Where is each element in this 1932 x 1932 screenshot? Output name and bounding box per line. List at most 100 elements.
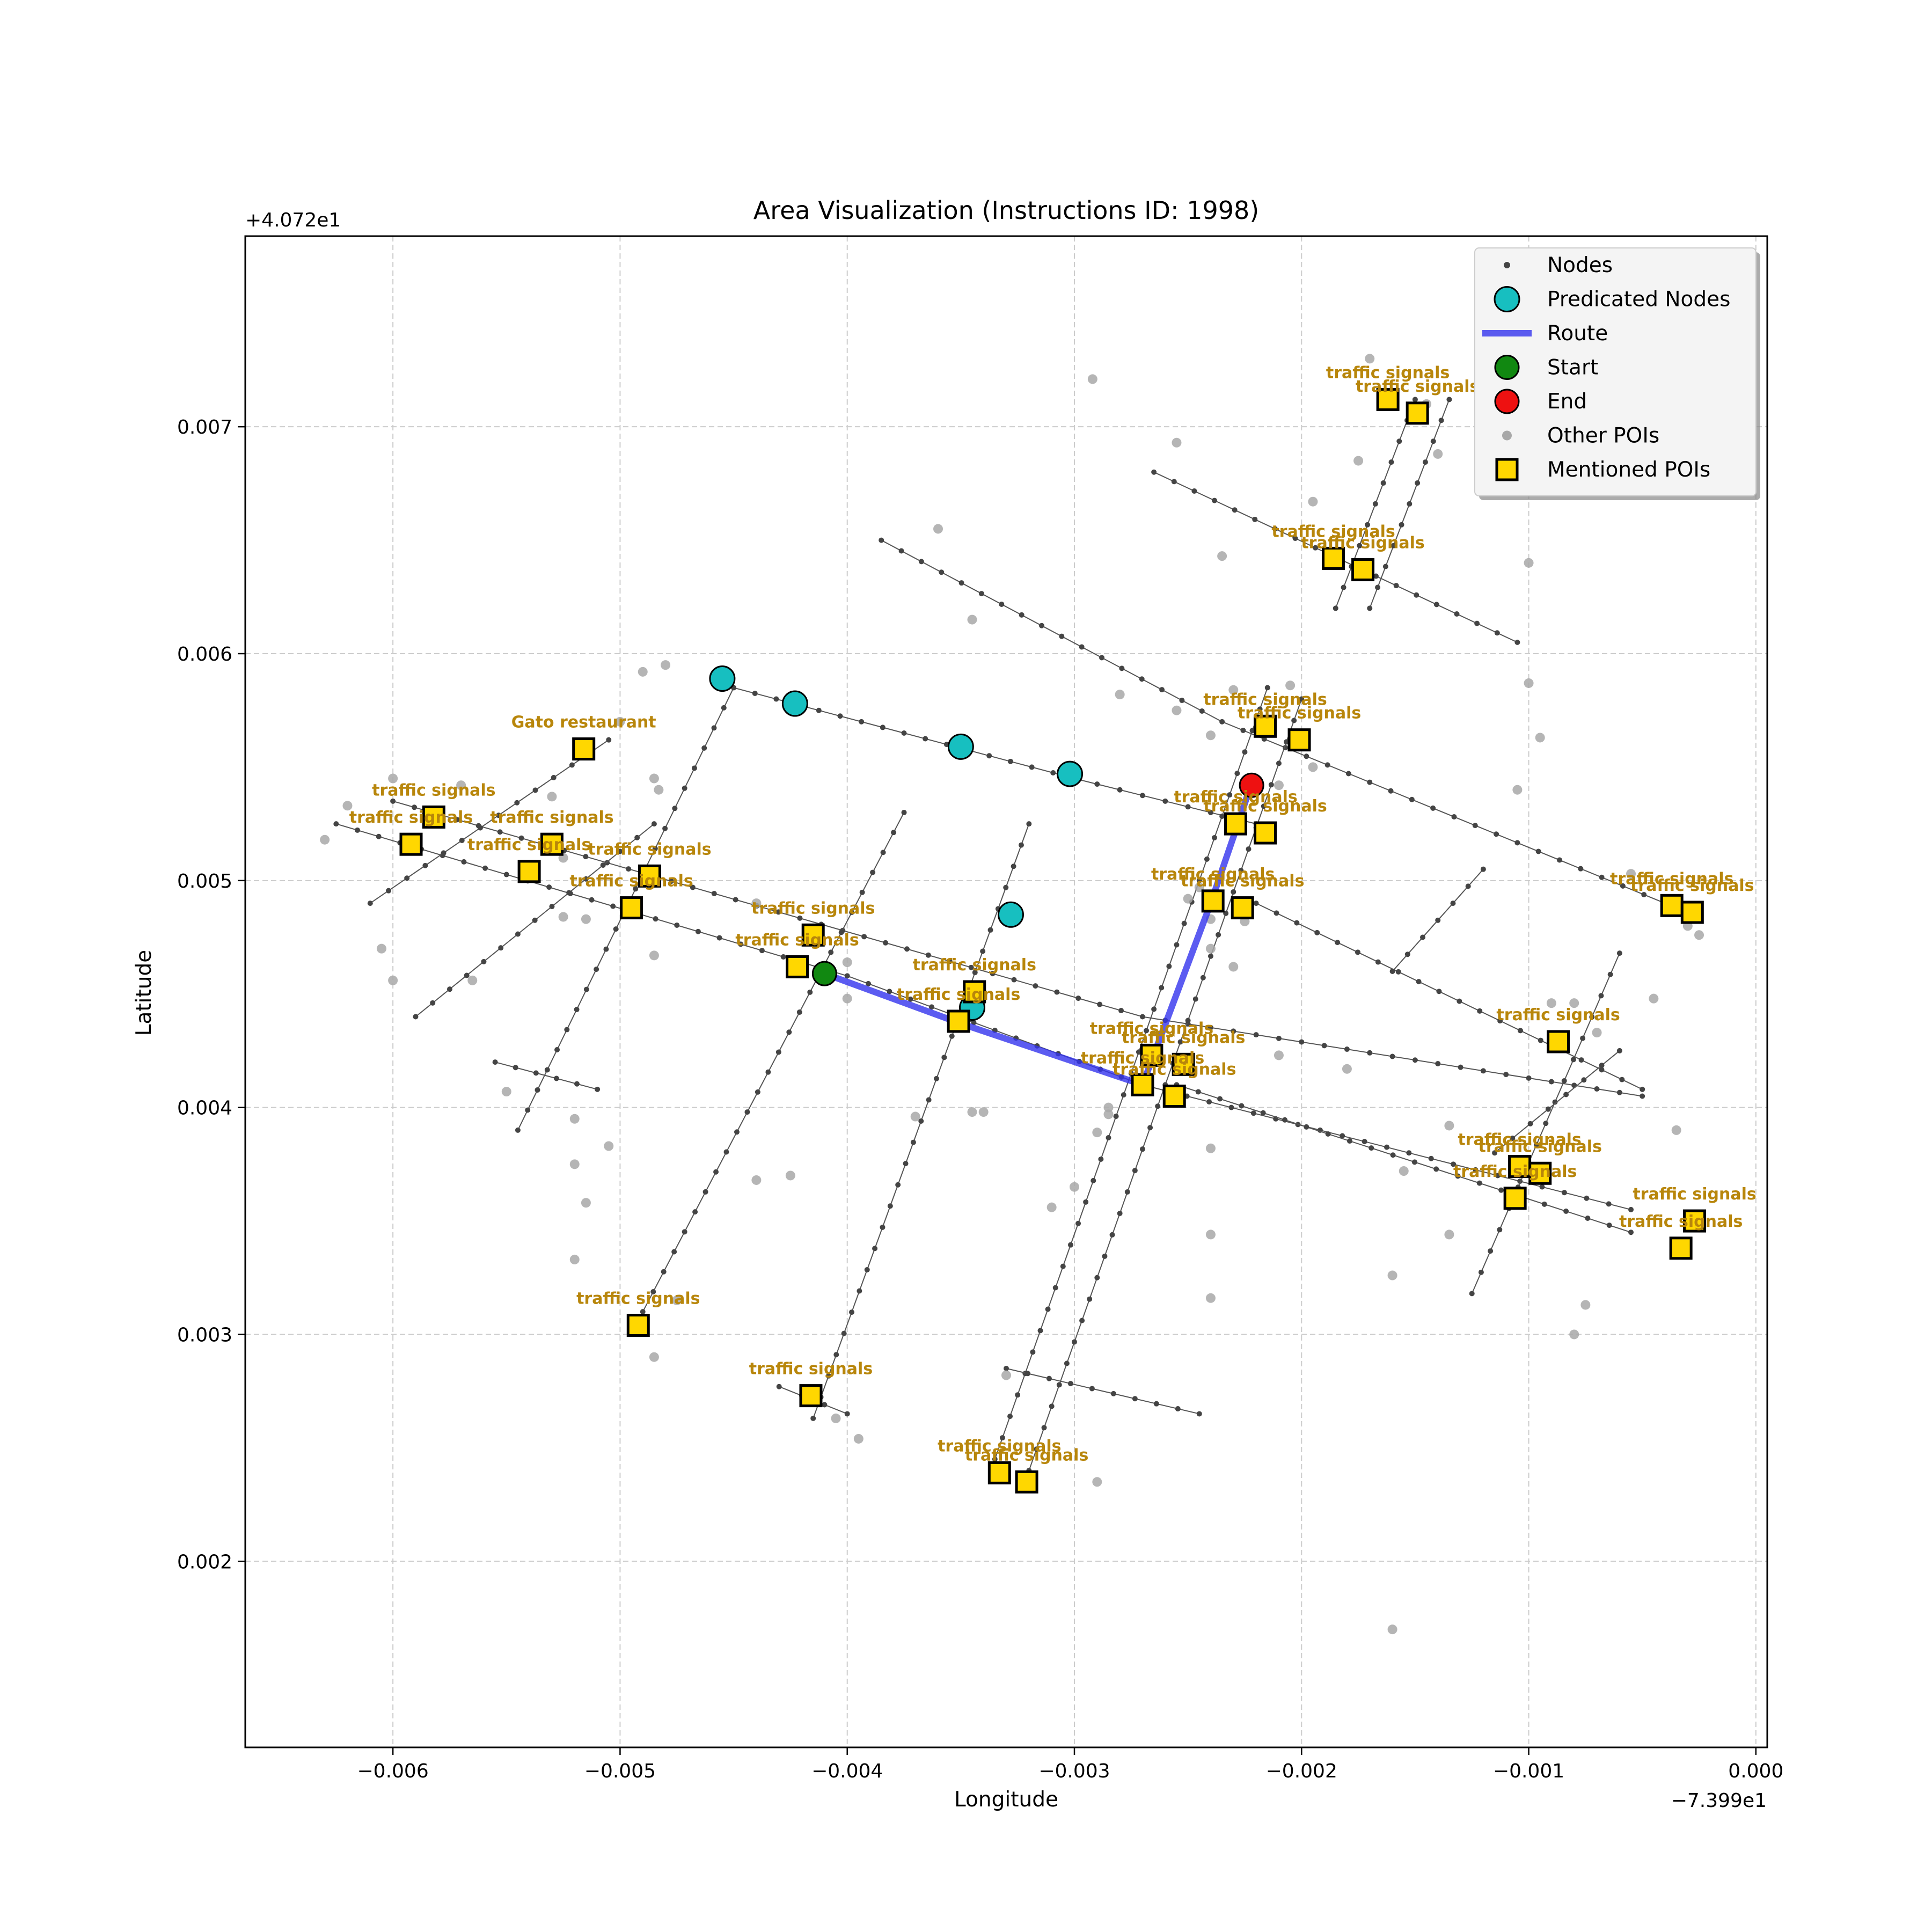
road-node: [1480, 1068, 1486, 1074]
other-poi: [1001, 1370, 1011, 1380]
other-poi: [1115, 690, 1125, 700]
road-node: [1094, 781, 1100, 787]
road-node: [1616, 1089, 1622, 1095]
road-node: [1239, 1103, 1245, 1109]
mentioned-poi-label: traffic signals: [1203, 690, 1327, 709]
road-node: [1517, 1028, 1523, 1034]
road-node: [1472, 823, 1478, 829]
road-node: [765, 1069, 771, 1075]
road-node: [569, 762, 575, 768]
road-node: [1341, 584, 1346, 590]
road-node: [549, 904, 555, 910]
road-node: [481, 958, 487, 964]
road-node: [634, 835, 640, 840]
mentioned-poi-marker: [1683, 1209, 1707, 1233]
road-node: [595, 1086, 601, 1092]
other-poi: [1172, 437, 1182, 448]
road-node: [880, 1224, 885, 1230]
road-node: [1433, 1166, 1439, 1172]
road-node: [1578, 866, 1584, 872]
road-node: [1117, 787, 1123, 793]
road-node: [412, 804, 418, 810]
road-node: [671, 1249, 677, 1255]
other-poi: [842, 993, 852, 1004]
mentioned-poi-label: traffic signals: [1090, 1019, 1213, 1038]
mentioned-poi-marker: [801, 923, 825, 947]
road-node: [1159, 687, 1165, 693]
road-node: [551, 774, 557, 780]
road-node: [1272, 526, 1278, 532]
road-node: [1435, 1060, 1441, 1066]
road-node: [1102, 1253, 1108, 1259]
road-node: [1007, 758, 1013, 764]
road-node: [828, 949, 834, 955]
road-node: [1212, 835, 1218, 840]
other-poi: [1285, 680, 1296, 691]
mentioned-poi-label: traffic signals: [1238, 704, 1361, 723]
road-node: [1181, 920, 1187, 926]
mentioned-poi-label: traffic signals: [913, 956, 1036, 975]
road-node: [1628, 1230, 1634, 1235]
x-tick-label: −0.004: [811, 1760, 883, 1782]
other-poi: [342, 801, 353, 811]
road-node: [870, 869, 876, 875]
road-node: [617, 848, 623, 854]
road-node: [1132, 1396, 1138, 1402]
road-node: [744, 1109, 750, 1115]
other-poi: [1205, 1293, 1216, 1303]
road-node: [986, 753, 992, 759]
road-node: [1409, 796, 1415, 802]
road-node: [883, 940, 889, 946]
road-node: [1175, 1406, 1181, 1412]
road-node: [1454, 611, 1460, 617]
other-poi: [1444, 1121, 1454, 1131]
road-node: [1246, 846, 1252, 852]
road-node: [1503, 1072, 1509, 1078]
other-poi: [1087, 374, 1097, 384]
other-poi: [831, 1413, 841, 1423]
road-node: [1004, 1365, 1009, 1371]
road-node: [574, 1081, 580, 1087]
road-node: [1091, 1177, 1096, 1183]
road-node: [1219, 719, 1225, 724]
road-node: [515, 1127, 521, 1133]
road-node: [464, 972, 470, 978]
other-poi: [1512, 785, 1523, 795]
road-node: [1640, 1086, 1645, 1092]
mentioned-poi-marker: [1172, 1052, 1195, 1076]
road-node: [901, 730, 907, 736]
legend-label: Mentioned POIs: [1547, 458, 1710, 482]
mentioned-poi-marker: [626, 1314, 650, 1337]
road-node: [1457, 998, 1462, 1004]
road-node: [1514, 840, 1520, 846]
road-node: [838, 930, 844, 935]
road-node: [1563, 1208, 1569, 1214]
road-node: [990, 971, 996, 977]
road-node: [1438, 418, 1444, 423]
road-node: [1495, 1173, 1501, 1179]
road-node: [668, 879, 674, 884]
mentioned-poi-label: traffic signals: [1113, 1060, 1236, 1079]
road-node: [498, 945, 504, 951]
road-node: [1473, 1167, 1479, 1173]
x-tick-label: −0.006: [357, 1760, 429, 1782]
mentioned-poi-marker: [517, 860, 541, 883]
other-poi: [1228, 685, 1239, 695]
mentioned-poi-marker: [1231, 896, 1254, 920]
mentioned-poi-marker: [1376, 387, 1400, 411]
road-node: [1367, 605, 1373, 611]
legend-other-poi-icon: [1502, 430, 1512, 441]
road-node: [711, 890, 717, 896]
road-node: [1121, 1092, 1126, 1098]
mentioned-poi-label: traffic signals: [569, 872, 693, 891]
road-node: [992, 1457, 998, 1462]
mentioned-poi-label: traffic signals: [349, 808, 473, 827]
mentioned-poi-label: traffic signals: [751, 899, 875, 918]
road-node: [1545, 1106, 1551, 1112]
other-poi: [1649, 993, 1659, 1004]
road-node: [367, 901, 373, 906]
road-node: [1390, 1152, 1396, 1158]
road-4: [1256, 903, 1643, 1090]
road-node: [1041, 1425, 1047, 1431]
